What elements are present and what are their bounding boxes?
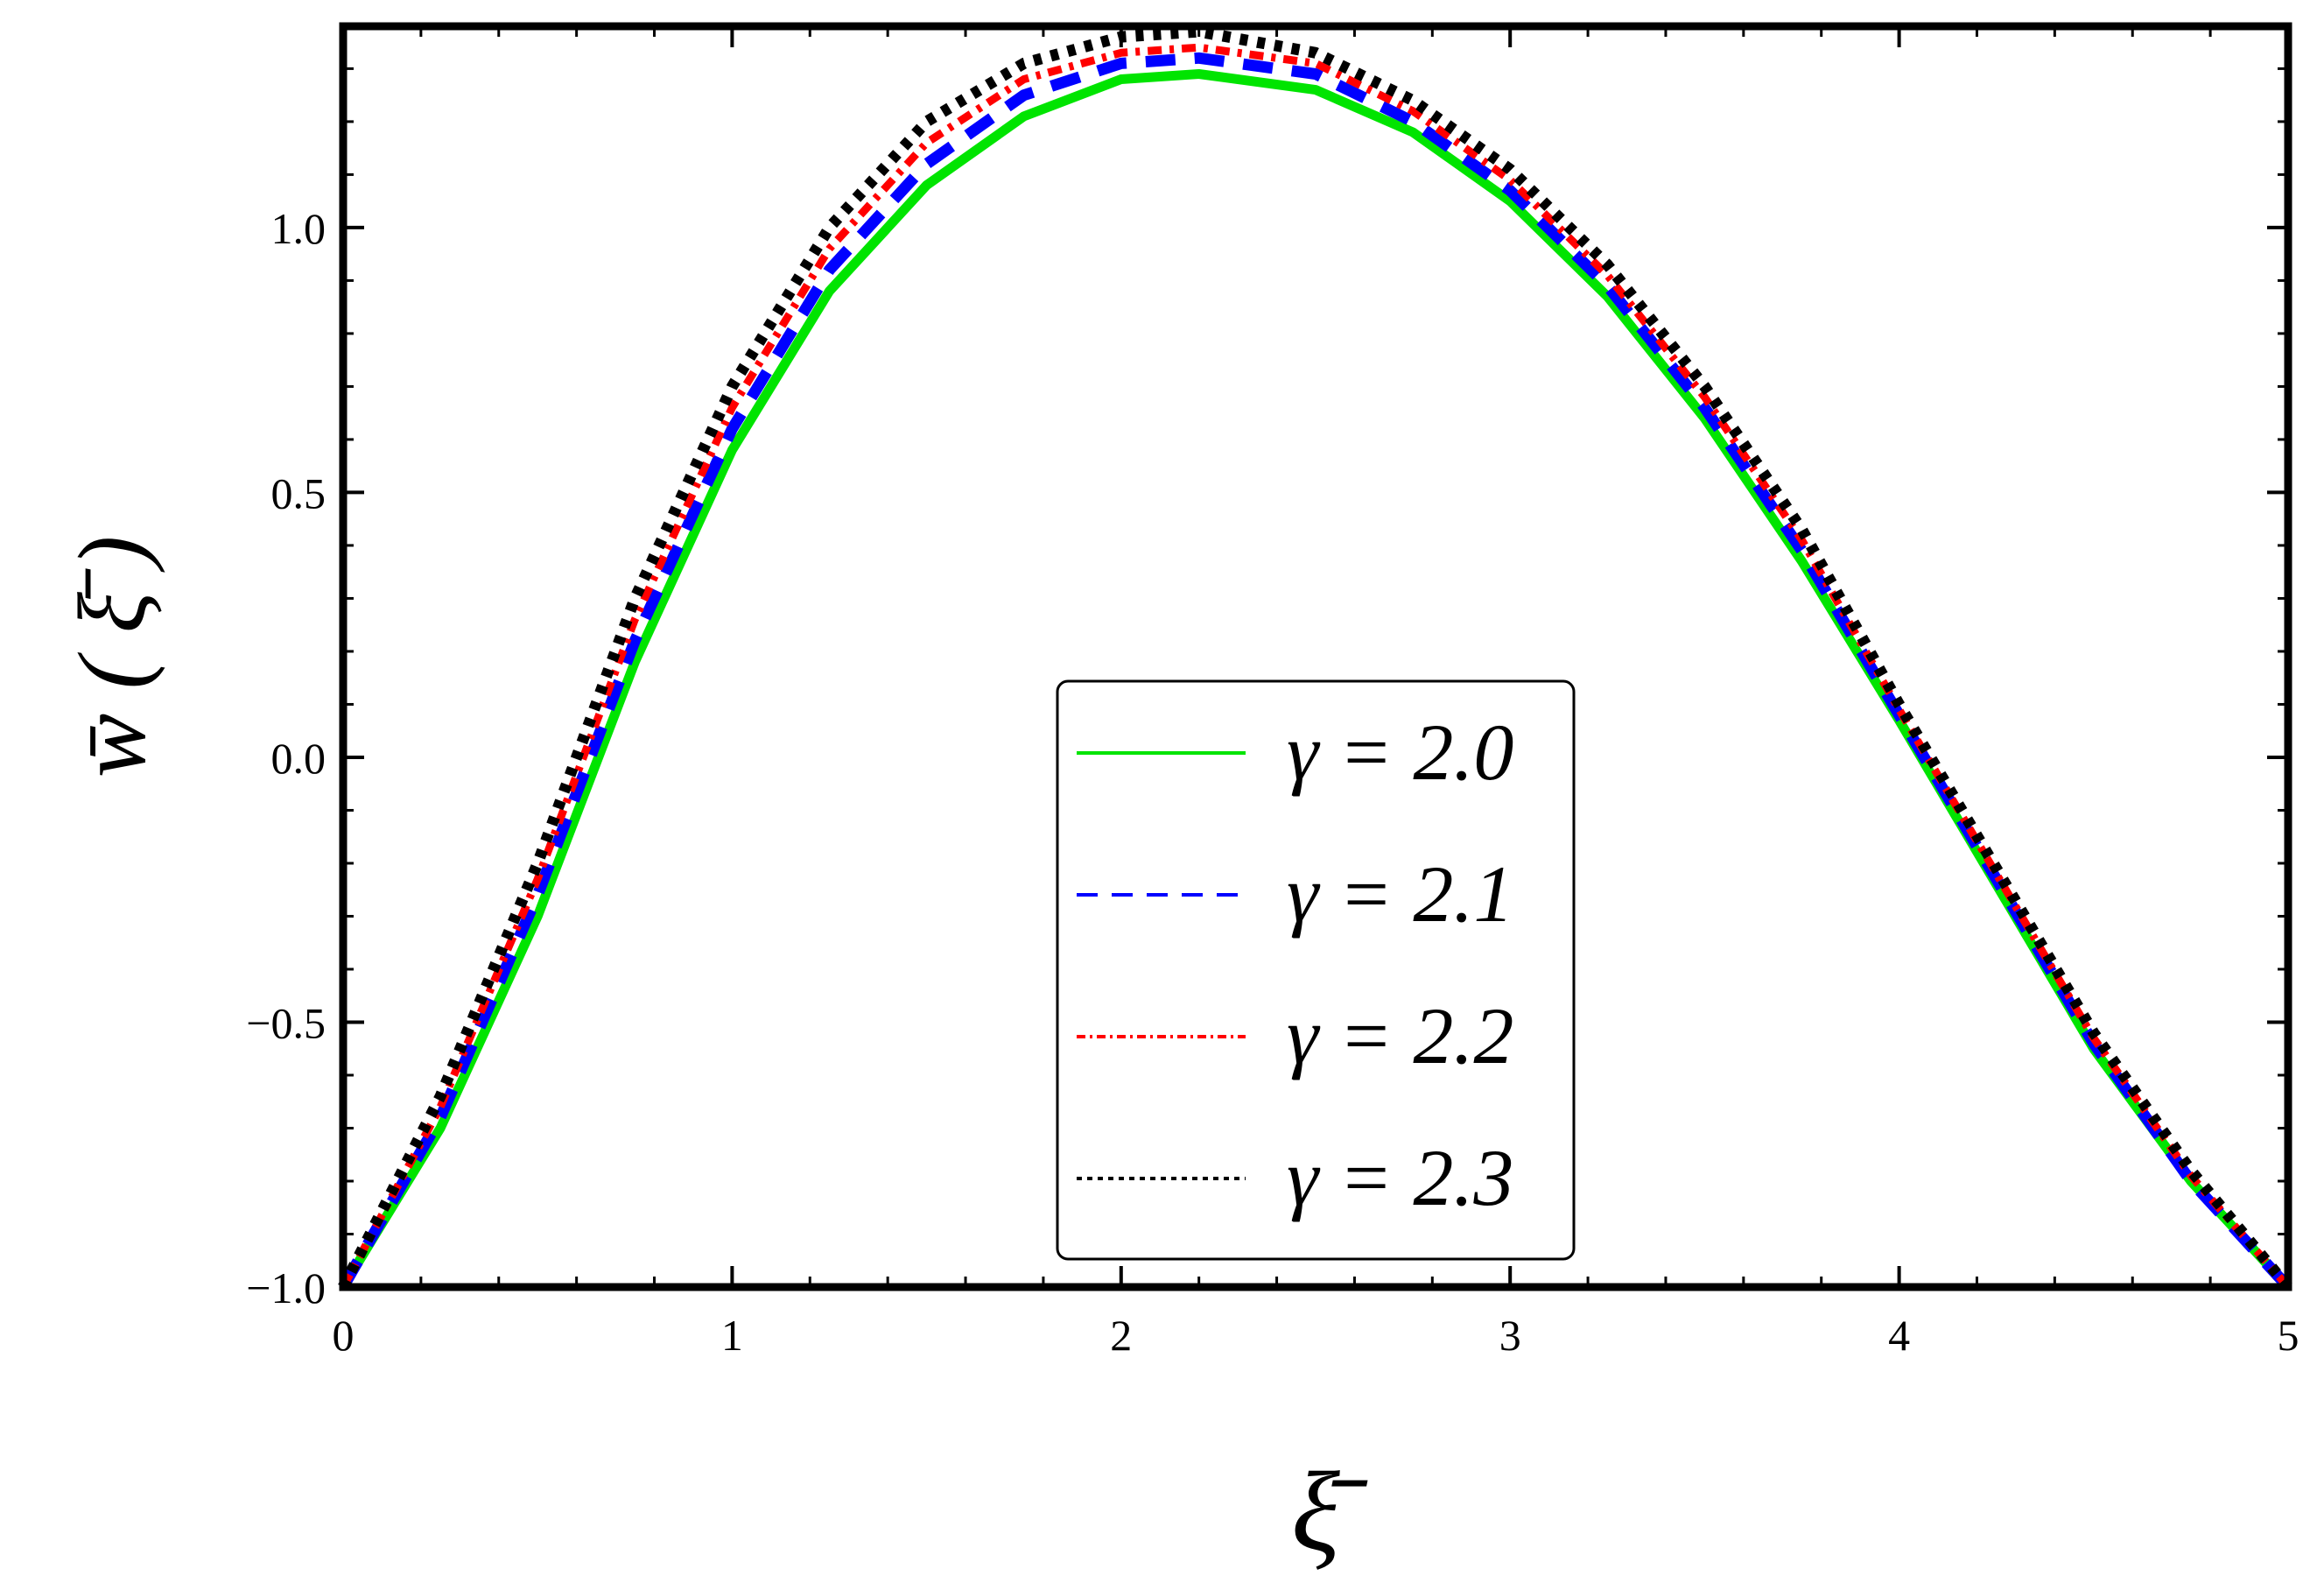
x-tick-label: 1	[721, 1311, 743, 1360]
legend-label-2: γ = 2.2	[1287, 991, 1513, 1080]
legend-label-0: γ = 2.0	[1287, 707, 1513, 797]
legend-label-3: γ = 2.3	[1287, 1133, 1513, 1222]
y-tick-label: 0.5	[271, 468, 326, 517]
x-tick-label: 3	[1499, 1311, 1521, 1360]
ticks-layer: 0 1 2 3 4 5 −1.0 −0.5 0.0 0.5 1.0	[246, 26, 2299, 1360]
legend-label-1: γ = 2.1	[1287, 849, 1513, 939]
plot-frame	[339, 22, 2292, 1291]
y-tick-label: 1.0	[271, 204, 326, 253]
y-axis-title-text: w̄ ( ξ̄ )	[59, 536, 165, 777]
x-tick-label: 4	[1888, 1311, 1910, 1360]
legend-box	[1056, 679, 1576, 1261]
x-tick-label: 0	[333, 1311, 355, 1360]
y-tick-label: 0.0	[271, 734, 326, 783]
series-line-3	[338, 25, 2292, 1291]
y-tick-label: −1.0	[246, 1263, 326, 1312]
y-axis-title: w̄ ( ξ̄ )	[59, 536, 165, 777]
x-tick-label: 5	[2278, 1311, 2299, 1360]
x-tick-label: 2	[1110, 1311, 1132, 1360]
series-layer	[338, 25, 2292, 1291]
y-tick-label: −0.5	[246, 998, 326, 1047]
legend: γ = 2.0 γ = 2.1 γ = 2.2 γ = 2.3	[1056, 679, 1576, 1261]
series-line-2	[340, 43, 2292, 1290]
